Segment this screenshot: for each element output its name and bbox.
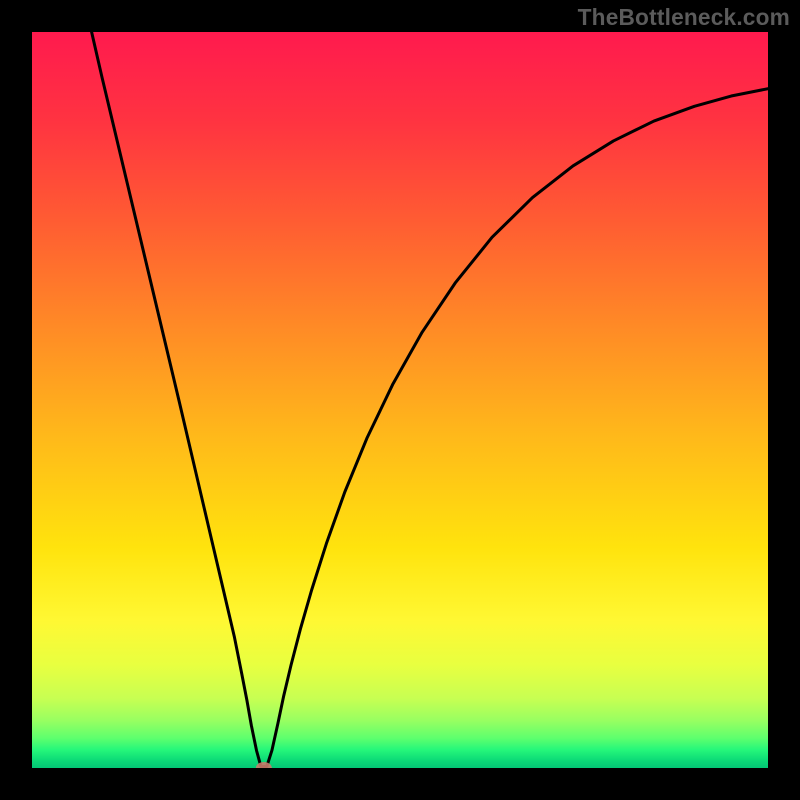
gradient-background [32, 32, 768, 768]
watermark-text: TheBottleneck.com [578, 4, 790, 31]
chart-container: TheBottleneck.com [0, 0, 800, 800]
plot-area [32, 32, 768, 768]
